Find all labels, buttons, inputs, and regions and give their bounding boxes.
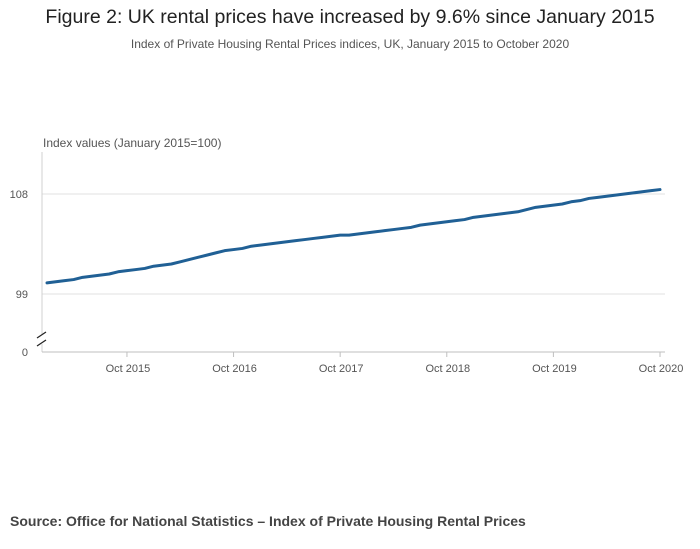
x-tick-label: Oct 2020 — [639, 363, 684, 375]
y-axis-title: Index values (January 2015=100) — [43, 136, 221, 150]
axes: Index values (January 2015=100) 0 99 108 Oc… — [10, 136, 684, 375]
y-tick-label: 0 — [22, 347, 28, 359]
x-tick-label: Oct 2015 — [106, 363, 151, 375]
y-tick-label: 99 — [16, 289, 28, 301]
axis-break-mark — [36, 339, 47, 347]
axis-break-mark — [36, 331, 47, 339]
chart-subtitle: Index of Private Housing Rental Prices i… — [130, 37, 570, 51]
source-note: Source: Office for National Statistics –… — [10, 513, 526, 529]
x-tick-label: Oct 2017 — [319, 363, 364, 375]
series-group — [45, 188, 662, 285]
y-tick-label: 108 — [10, 189, 28, 201]
line-chart: Index values (January 2015=100) 0 99 108 Oc… — [10, 136, 684, 375]
x-tick-label: Oct 2016 — [212, 363, 257, 375]
x-tick-label: Oct 2019 — [532, 363, 577, 375]
x-tick-label: Oct 2018 — [425, 363, 470, 375]
chart-title: Figure 2: UK rental prices have increase… — [45, 6, 655, 28]
series-line-rental-prices — [45, 188, 662, 285]
gridlines — [42, 193, 665, 295]
